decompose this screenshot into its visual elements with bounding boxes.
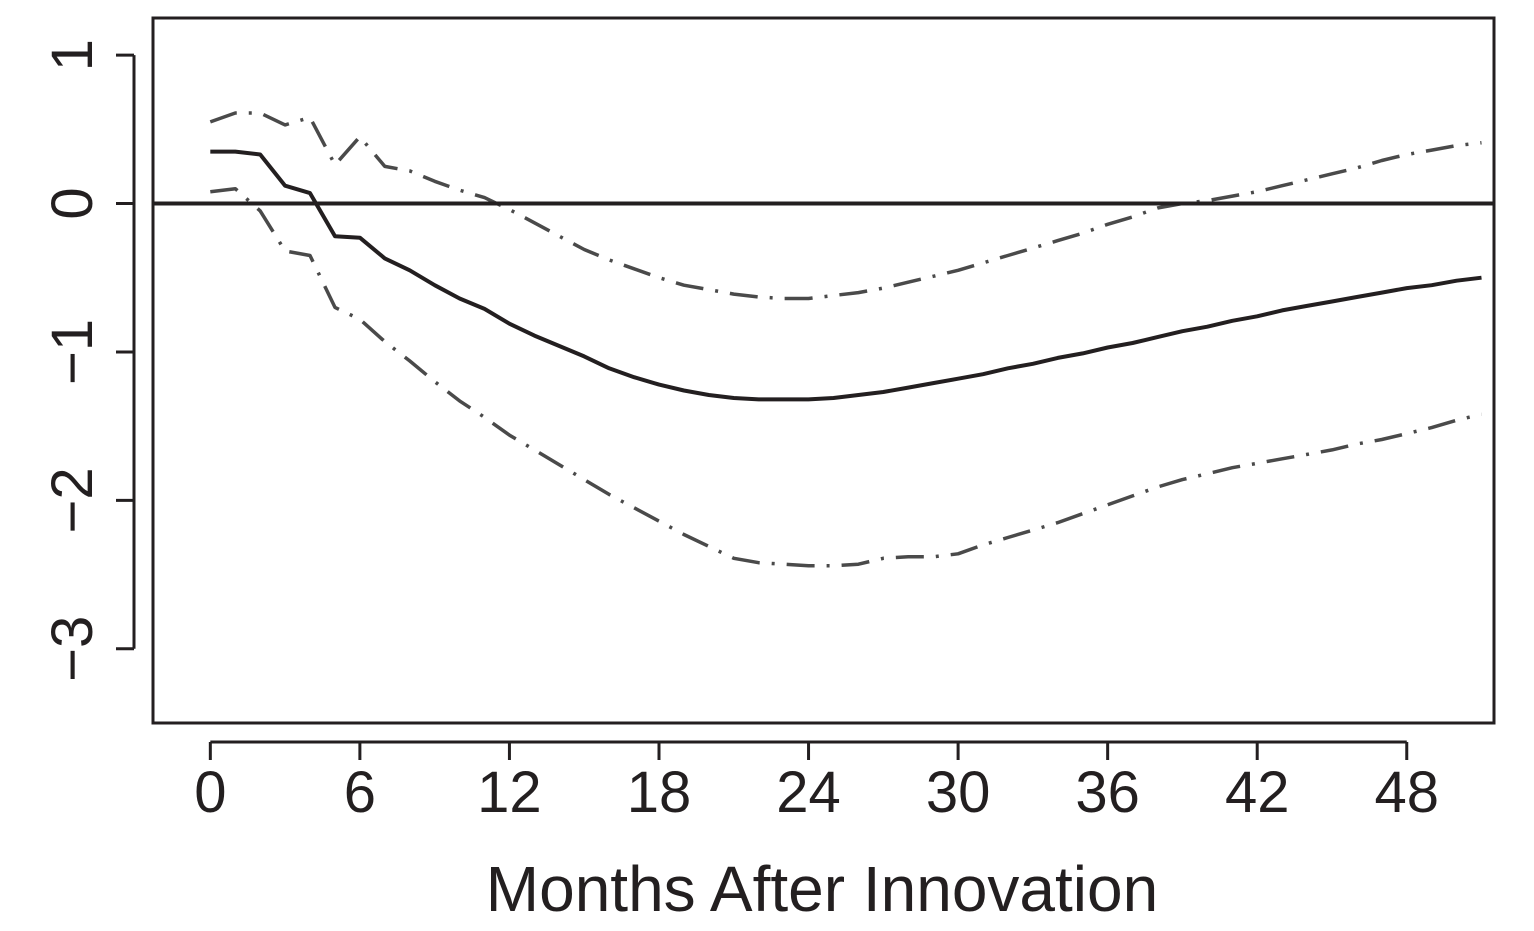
y-tick-label--3: −3 bbox=[40, 616, 105, 682]
y-tick-label--1: −1 bbox=[40, 319, 105, 385]
y-tick-label-0: 0 bbox=[40, 187, 105, 219]
x-tick-label-6: 6 bbox=[344, 760, 376, 825]
x-axis-title: Months After Innovation bbox=[486, 853, 1158, 925]
x-tick-label-0: 0 bbox=[194, 760, 226, 825]
plot-lines bbox=[209, 111, 1482, 568]
x-tick-label-42: 42 bbox=[1225, 760, 1290, 825]
x-tick-label-48: 48 bbox=[1375, 760, 1440, 825]
plot-frame bbox=[151, 16, 1496, 725]
x-tick-label-24: 24 bbox=[776, 760, 841, 825]
y-tick-label--2: −2 bbox=[40, 467, 105, 533]
axes: 0 6 12 18 24 30 36 42 48 1 0 −1 −2 −3 bbox=[40, 16, 1496, 825]
series-line-upper-band bbox=[209, 111, 1482, 301]
x-tick-label-18: 18 bbox=[627, 760, 692, 825]
series-line-point-estimate bbox=[210, 149, 1482, 402]
series-line-lower-band bbox=[210, 186, 1482, 568]
x-tick-label-12: 12 bbox=[477, 760, 542, 825]
x-tick-label-36: 36 bbox=[1075, 760, 1140, 825]
x-tick-label-30: 30 bbox=[926, 760, 991, 825]
y-tick-label-1: 1 bbox=[40, 39, 105, 71]
